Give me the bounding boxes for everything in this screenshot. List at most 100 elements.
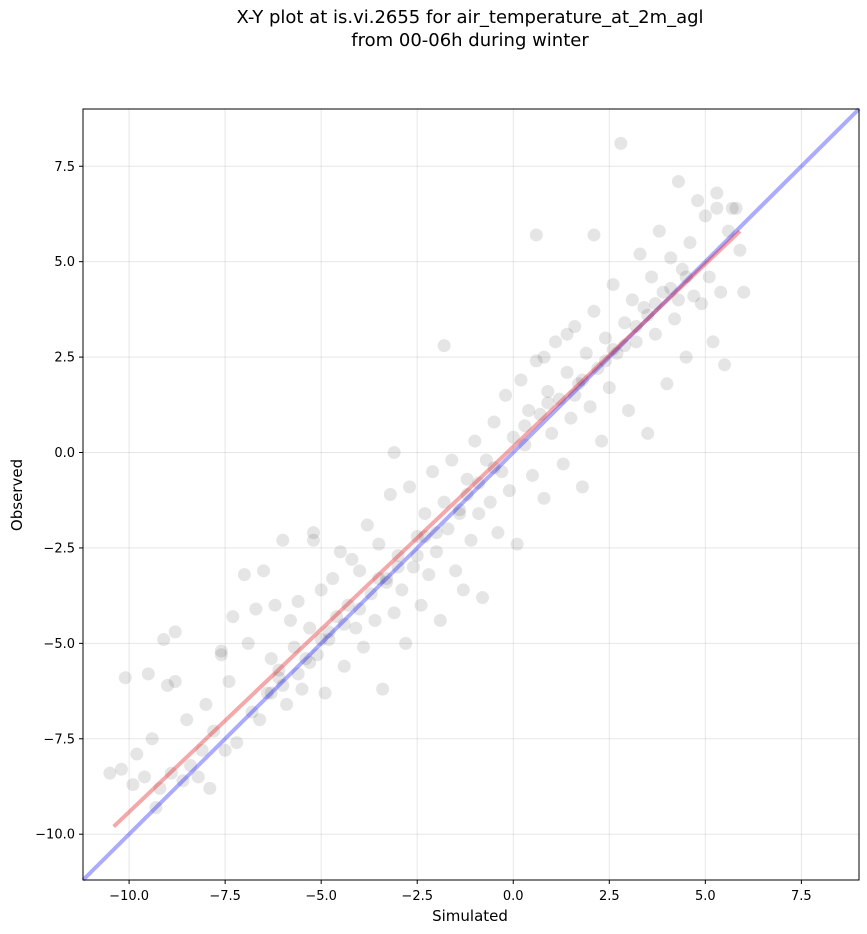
x-tick-label: 2.5 (599, 889, 620, 904)
data-point (710, 201, 724, 215)
data-point (441, 522, 455, 536)
data-point (452, 507, 466, 521)
data-point (729, 201, 743, 215)
data-point (337, 617, 351, 631)
y-axis-label: Observed (8, 459, 26, 531)
data-point (472, 507, 486, 521)
data-point (648, 327, 662, 341)
data-point (437, 495, 451, 509)
data-point (583, 400, 597, 414)
data-point (725, 201, 739, 215)
data-point (618, 339, 632, 353)
data-point (230, 736, 244, 750)
data-point (545, 426, 559, 440)
data-point (671, 293, 685, 307)
data-point (648, 297, 662, 311)
data-point (656, 285, 670, 299)
data-point (679, 270, 693, 284)
data-point (737, 285, 751, 299)
data-point (487, 415, 501, 429)
x-tick-label: −7.5 (209, 889, 241, 904)
data-point (195, 743, 209, 757)
data-point (525, 468, 539, 482)
x-tick-label: −10.0 (109, 889, 149, 904)
data-point (164, 766, 178, 780)
data-point (529, 228, 543, 242)
data-point (426, 465, 440, 479)
data-point (568, 320, 582, 334)
x-axis-label: Simulated (432, 907, 508, 925)
data-point (645, 270, 659, 284)
data-point (487, 461, 501, 475)
data-point (675, 262, 689, 276)
data-point (602, 381, 616, 395)
data-point (691, 194, 705, 208)
data-point (295, 682, 309, 696)
axis-ticks: −10.0 −7.5 −5.0 −2.5 0.0 2.5 5.0 7.5 −10.0 −7.5 −5… (35, 160, 812, 904)
data-point (679, 350, 693, 364)
data-point (541, 384, 555, 398)
data-point (387, 606, 401, 620)
data-point (625, 293, 639, 307)
data-point (264, 686, 278, 700)
data-point (318, 686, 332, 700)
data-point (733, 243, 747, 257)
data-point (145, 732, 159, 746)
data-point (479, 453, 493, 467)
data-point (241, 636, 255, 650)
data-point (303, 621, 317, 635)
data-point (552, 392, 566, 406)
data-point (118, 671, 132, 685)
data-point (437, 339, 451, 353)
data-point (310, 648, 324, 662)
data-point (591, 362, 605, 376)
data-point (353, 602, 367, 616)
y-tick-label: −2.5 (43, 541, 75, 556)
data-point (564, 411, 578, 425)
data-point (391, 549, 405, 563)
chart-title-line-2: from 00-06h during winter (351, 30, 589, 51)
y-tick-label: 5.0 (54, 255, 75, 270)
data-point (506, 430, 520, 444)
data-point (422, 568, 436, 582)
data-point (114, 762, 128, 776)
data-point (418, 529, 432, 543)
x-tick-label: −2.5 (401, 889, 433, 904)
data-point (345, 552, 359, 566)
data-point (718, 358, 732, 372)
data-point (391, 560, 405, 574)
data-point (306, 526, 320, 540)
data-point (276, 678, 290, 692)
y-tick-label: 0.0 (54, 446, 75, 461)
data-point (518, 438, 532, 452)
data-point (568, 388, 582, 402)
data-point (141, 667, 155, 681)
data-point (710, 186, 724, 200)
data-point (418, 507, 432, 521)
data-point (137, 770, 151, 784)
data-point (683, 236, 697, 250)
data-point (414, 598, 428, 612)
data-point (272, 671, 286, 685)
data-point (641, 308, 655, 322)
data-point (687, 289, 701, 303)
data-point (333, 545, 347, 559)
data-point (664, 281, 678, 295)
x-tick-label: −5.0 (305, 889, 337, 904)
data-point (387, 446, 401, 460)
chart-title: X-Y plot at is.vi.2655 for air_temperatu… (0, 6, 867, 52)
data-point (610, 346, 624, 360)
data-point (368, 613, 382, 627)
data-point (283, 613, 297, 627)
data-point (698, 209, 712, 223)
data-point (529, 354, 543, 368)
data-point (214, 644, 228, 658)
data-point (460, 488, 474, 501)
data-point (660, 377, 674, 391)
data-point (652, 224, 666, 238)
data-point (537, 491, 551, 505)
data-point (356, 640, 370, 654)
data-point (268, 598, 282, 612)
scatter-points (103, 136, 751, 814)
